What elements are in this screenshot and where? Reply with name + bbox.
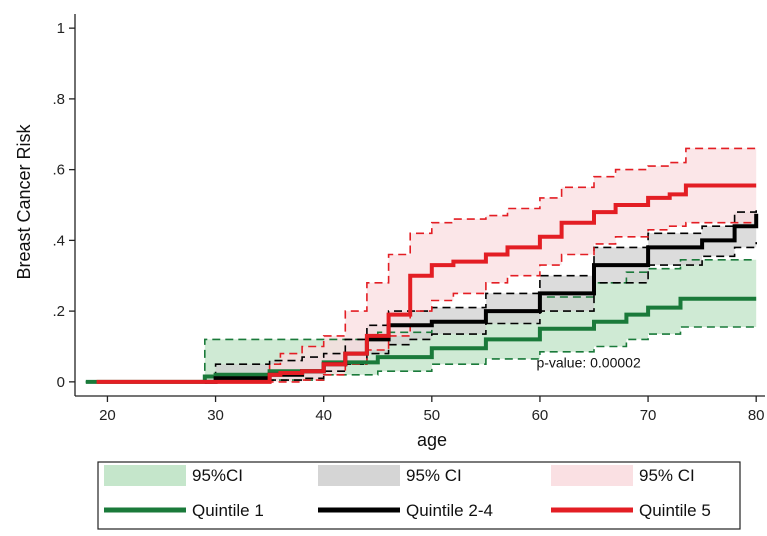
legend-label-quintile-1: Quintile 1 [192,501,264,520]
y-tick-label: 0 [57,374,65,391]
legend-swatch-band [318,465,400,486]
y-axis-title: Breast Cancer Risk [14,123,34,279]
ci-band-quintile-5 [96,148,757,382]
legend-label-quintile-2-4: Quintile 2-4 [406,501,493,520]
risk-curves [85,183,759,384]
x-tick-label: 60 [532,407,549,424]
y-tick-label: .4 [52,232,65,249]
legend-label-95-ci: 95% CI [406,466,462,485]
ci-lower-line-quintile-2-4 [204,242,757,383]
x-tick-label: 80 [748,407,765,424]
y-tick-label: .8 [52,91,65,108]
p-value-annotation: p-value: 0.00002 [536,355,641,371]
y-tick-label: .6 [52,162,65,179]
legend-swatch-band [104,465,186,486]
legend-label-95-ci: 95%CI [192,466,243,485]
legend-label-quintile-5: Quintile 5 [639,501,711,520]
y-tick-label: 1 [57,20,65,37]
ci-lower-line-quintile-5 [96,221,757,383]
x-tick-label: 30 [207,407,224,424]
ci-band-quintile-2-4 [204,208,757,382]
legend-label-95-ci: 95% CI [639,466,695,485]
risk-line-quintile-1 [85,296,757,384]
y-tick-label: .2 [52,303,65,320]
legend-swatch-band [551,465,633,486]
x-axis-title: age [417,430,447,450]
x-tick-label: 70 [640,407,657,424]
ci-band-quintile-1 [85,259,757,382]
risk-line-quintile-5 [96,183,757,384]
x-tick-label: 40 [315,407,332,424]
ci-upper-line-quintile-5 [96,147,757,383]
axes: 0 .2 .4 .6 .8 1 20 30 40 50 60 70 80 [52,14,765,424]
confidence-bands [85,148,757,382]
legend: 95%CI 95% CI 95% CI Quintile 1 Quintile 2-4 Q… [97,461,741,530]
x-tick-label: 20 [99,407,116,424]
x-tick-label: 50 [423,407,440,424]
